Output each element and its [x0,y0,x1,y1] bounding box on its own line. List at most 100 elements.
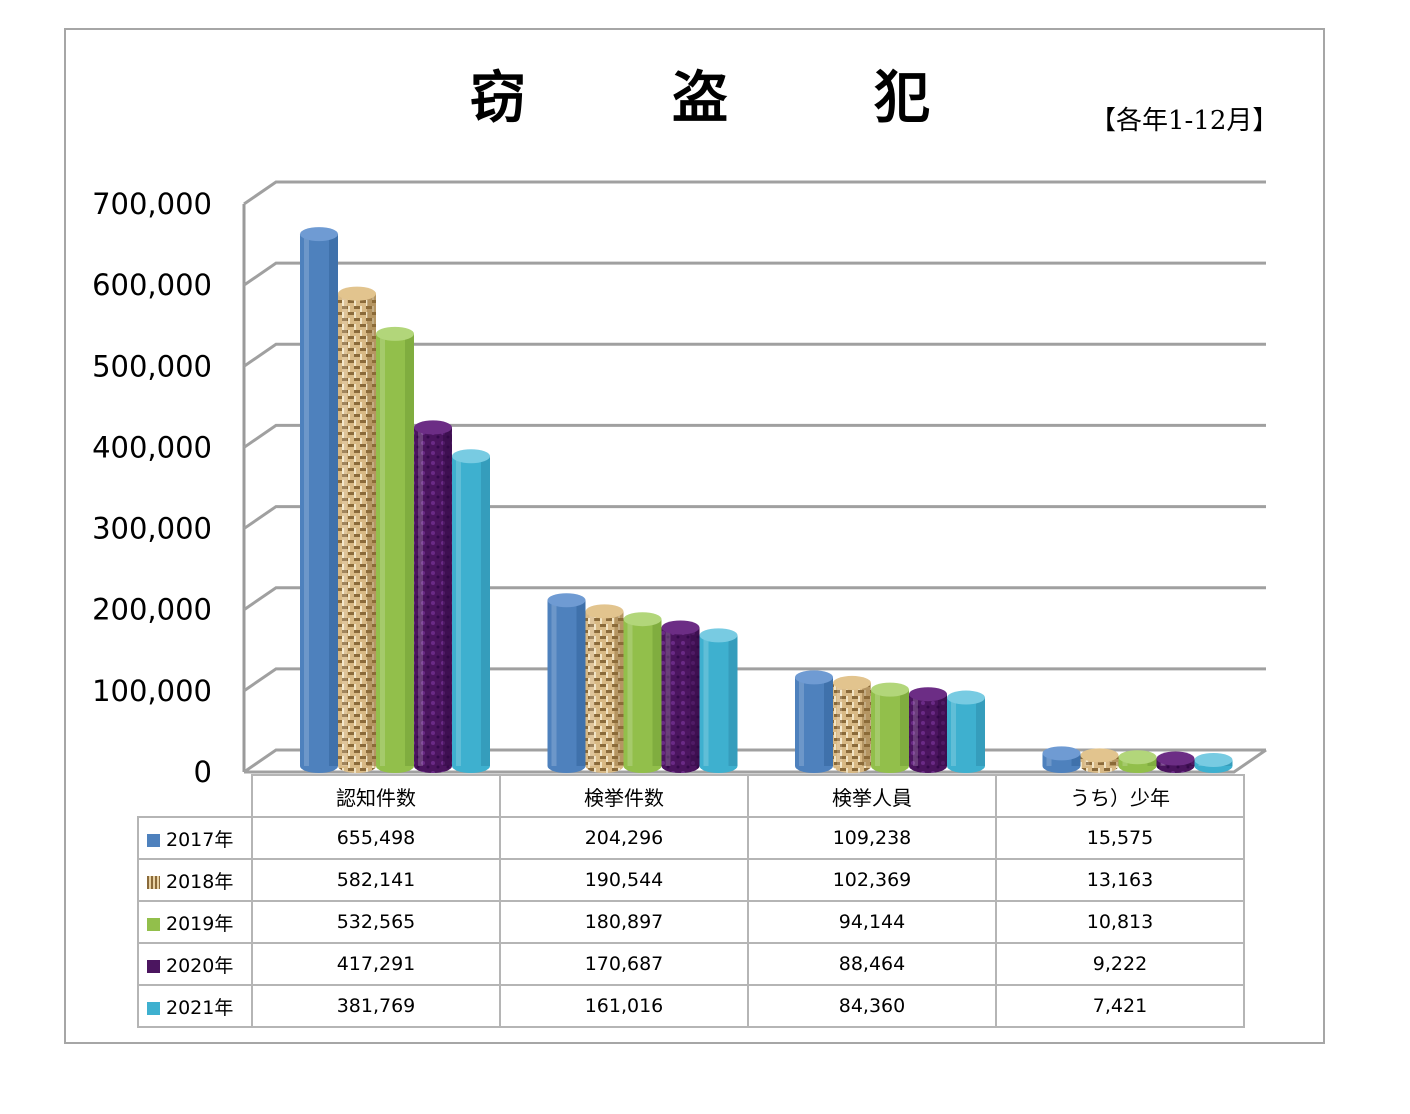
bar-top [1080,748,1119,763]
bar [661,620,700,773]
table-cell: 88,464 [747,942,997,986]
grid-line [243,586,1266,611]
legend-label: 2021年 [166,996,234,1019]
bar-top [1042,746,1081,761]
grid-line [243,180,1266,206]
bar [1194,752,1233,773]
y-tick-label: 700,000 [92,187,212,221]
bar [300,227,338,773]
table-header: 検挙人員 [747,774,997,818]
bar-highlight [589,611,595,766]
bar-top [871,682,909,697]
chart-title: 窃 盗 犯 [470,58,930,131]
bar-shade [1109,755,1119,766]
table-cell: 180,897 [499,900,749,944]
bar-highlight [418,427,423,766]
bar-top [547,593,586,608]
bar-highlight [703,635,709,766]
table-row: 2019年 532,565 180,897 94,144 10,813 [137,900,1245,944]
bar-highlight [304,234,309,766]
bar-shade [1071,753,1081,766]
table-cell: 161,016 [499,984,749,1028]
bar-highlight [665,627,671,766]
bar-body [795,677,833,773]
table-cell: 381,769 [251,984,501,1028]
bar-shade [367,293,376,766]
table-cell: 655,498 [251,816,501,860]
legend-cell: 2018年 [137,858,253,902]
table-corner [138,775,253,817]
legend-swatch [147,917,160,931]
bar-shade [862,682,871,766]
legend-swatch [147,1001,160,1015]
table-cell: 417,291 [251,942,501,986]
bar [833,675,871,773]
legend-label: 2017年 [166,828,234,851]
legend-cell: 2020年 [137,942,253,986]
period-label: 【各年1-12月】 [1090,106,1279,136]
bar-shade [443,427,452,766]
bar-body [699,635,738,773]
bar-shade [405,333,414,766]
bar-top [452,449,490,464]
bar [909,687,947,773]
bar [1080,748,1119,773]
bar-top [909,687,947,702]
table-header: 検挙件数 [499,774,749,818]
y-tick-label: 600,000 [92,268,212,302]
table-row: 2021年 381,769 161,016 84,360 7,421 [137,984,1245,1028]
bar [338,286,376,773]
table-header-row: 認知件数 検挙件数 検挙人員 うち）少年 [138,774,1245,818]
legend-cell: 2019年 [137,900,253,944]
grid-line [243,261,1266,287]
y-tick-label: 200,000 [92,593,212,627]
bar-top [699,628,738,643]
bar [1042,746,1081,773]
y-tick-label: 400,000 [92,430,212,464]
bar-body [661,627,700,773]
bar-highlight [380,333,385,766]
bar-top [1194,752,1233,767]
grid-line [243,667,1266,693]
bar-top [795,670,833,685]
bar-top [585,604,624,619]
table-cell: 7,421 [995,984,1245,1028]
table-cell: 9,222 [995,942,1245,986]
y-tick-label: 500,000 [92,349,212,383]
table-cell: 10,813 [995,900,1245,944]
bar-top [338,286,376,301]
bar-shade [329,234,338,766]
bar-highlight [913,694,918,766]
bar [1156,751,1195,773]
bar-top [1156,751,1195,766]
legend-label: 2020年 [166,954,234,977]
bar-shade [976,697,985,766]
bar-top [947,690,985,705]
bar-shade [576,600,586,766]
bar [699,628,738,773]
bar-highlight [875,689,880,766]
bar-body [300,234,338,773]
bar-body [338,293,376,773]
y-axis-labels: 0100,000200,000300,000400,000500,000600,… [92,187,212,789]
y-tick-label: 300,000 [92,512,212,546]
table-cell: 15,575 [995,816,1245,860]
bar-body [585,611,624,773]
bar-top [376,326,414,341]
table-header: 認知件数 [251,774,501,818]
legend-swatch [147,959,160,973]
bar-shade [614,611,624,766]
legend-label: 2019年 [166,912,234,935]
bar-shade [900,689,909,766]
table-cell: 84,360 [747,984,997,1028]
table-cell: 94,144 [747,900,997,944]
bar-highlight [799,677,804,766]
bar-shade [481,456,490,766]
bar-highlight [837,682,842,766]
bar-highlight [1046,753,1052,766]
legend-swatch [147,833,160,847]
bar-body [547,600,586,773]
bar-body [414,427,452,773]
data-table: 認知件数 検挙件数 検挙人員 うち）少年 2017年 655,498 204,2… [137,774,1245,1028]
